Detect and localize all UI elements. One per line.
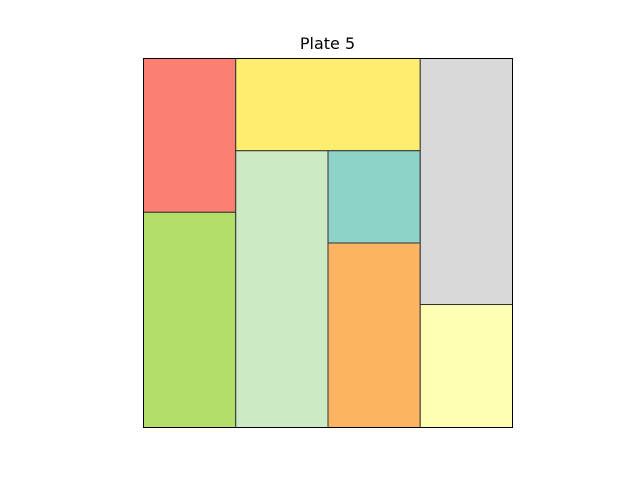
- tile-gray: [419, 58, 513, 306]
- tile-orange: [327, 242, 421, 428]
- tile-group: [143, 58, 513, 428]
- tile-lime: [143, 211, 237, 428]
- tile-pale-yellow: [419, 304, 513, 428]
- plot-frame: [143, 58, 513, 428]
- tile-teal: [327, 150, 421, 244]
- tile-salmon: [143, 58, 237, 213]
- plate-title: Plate 5: [300, 34, 355, 53]
- tile-light-green: [235, 150, 329, 428]
- tile-yellow: [235, 58, 421, 152]
